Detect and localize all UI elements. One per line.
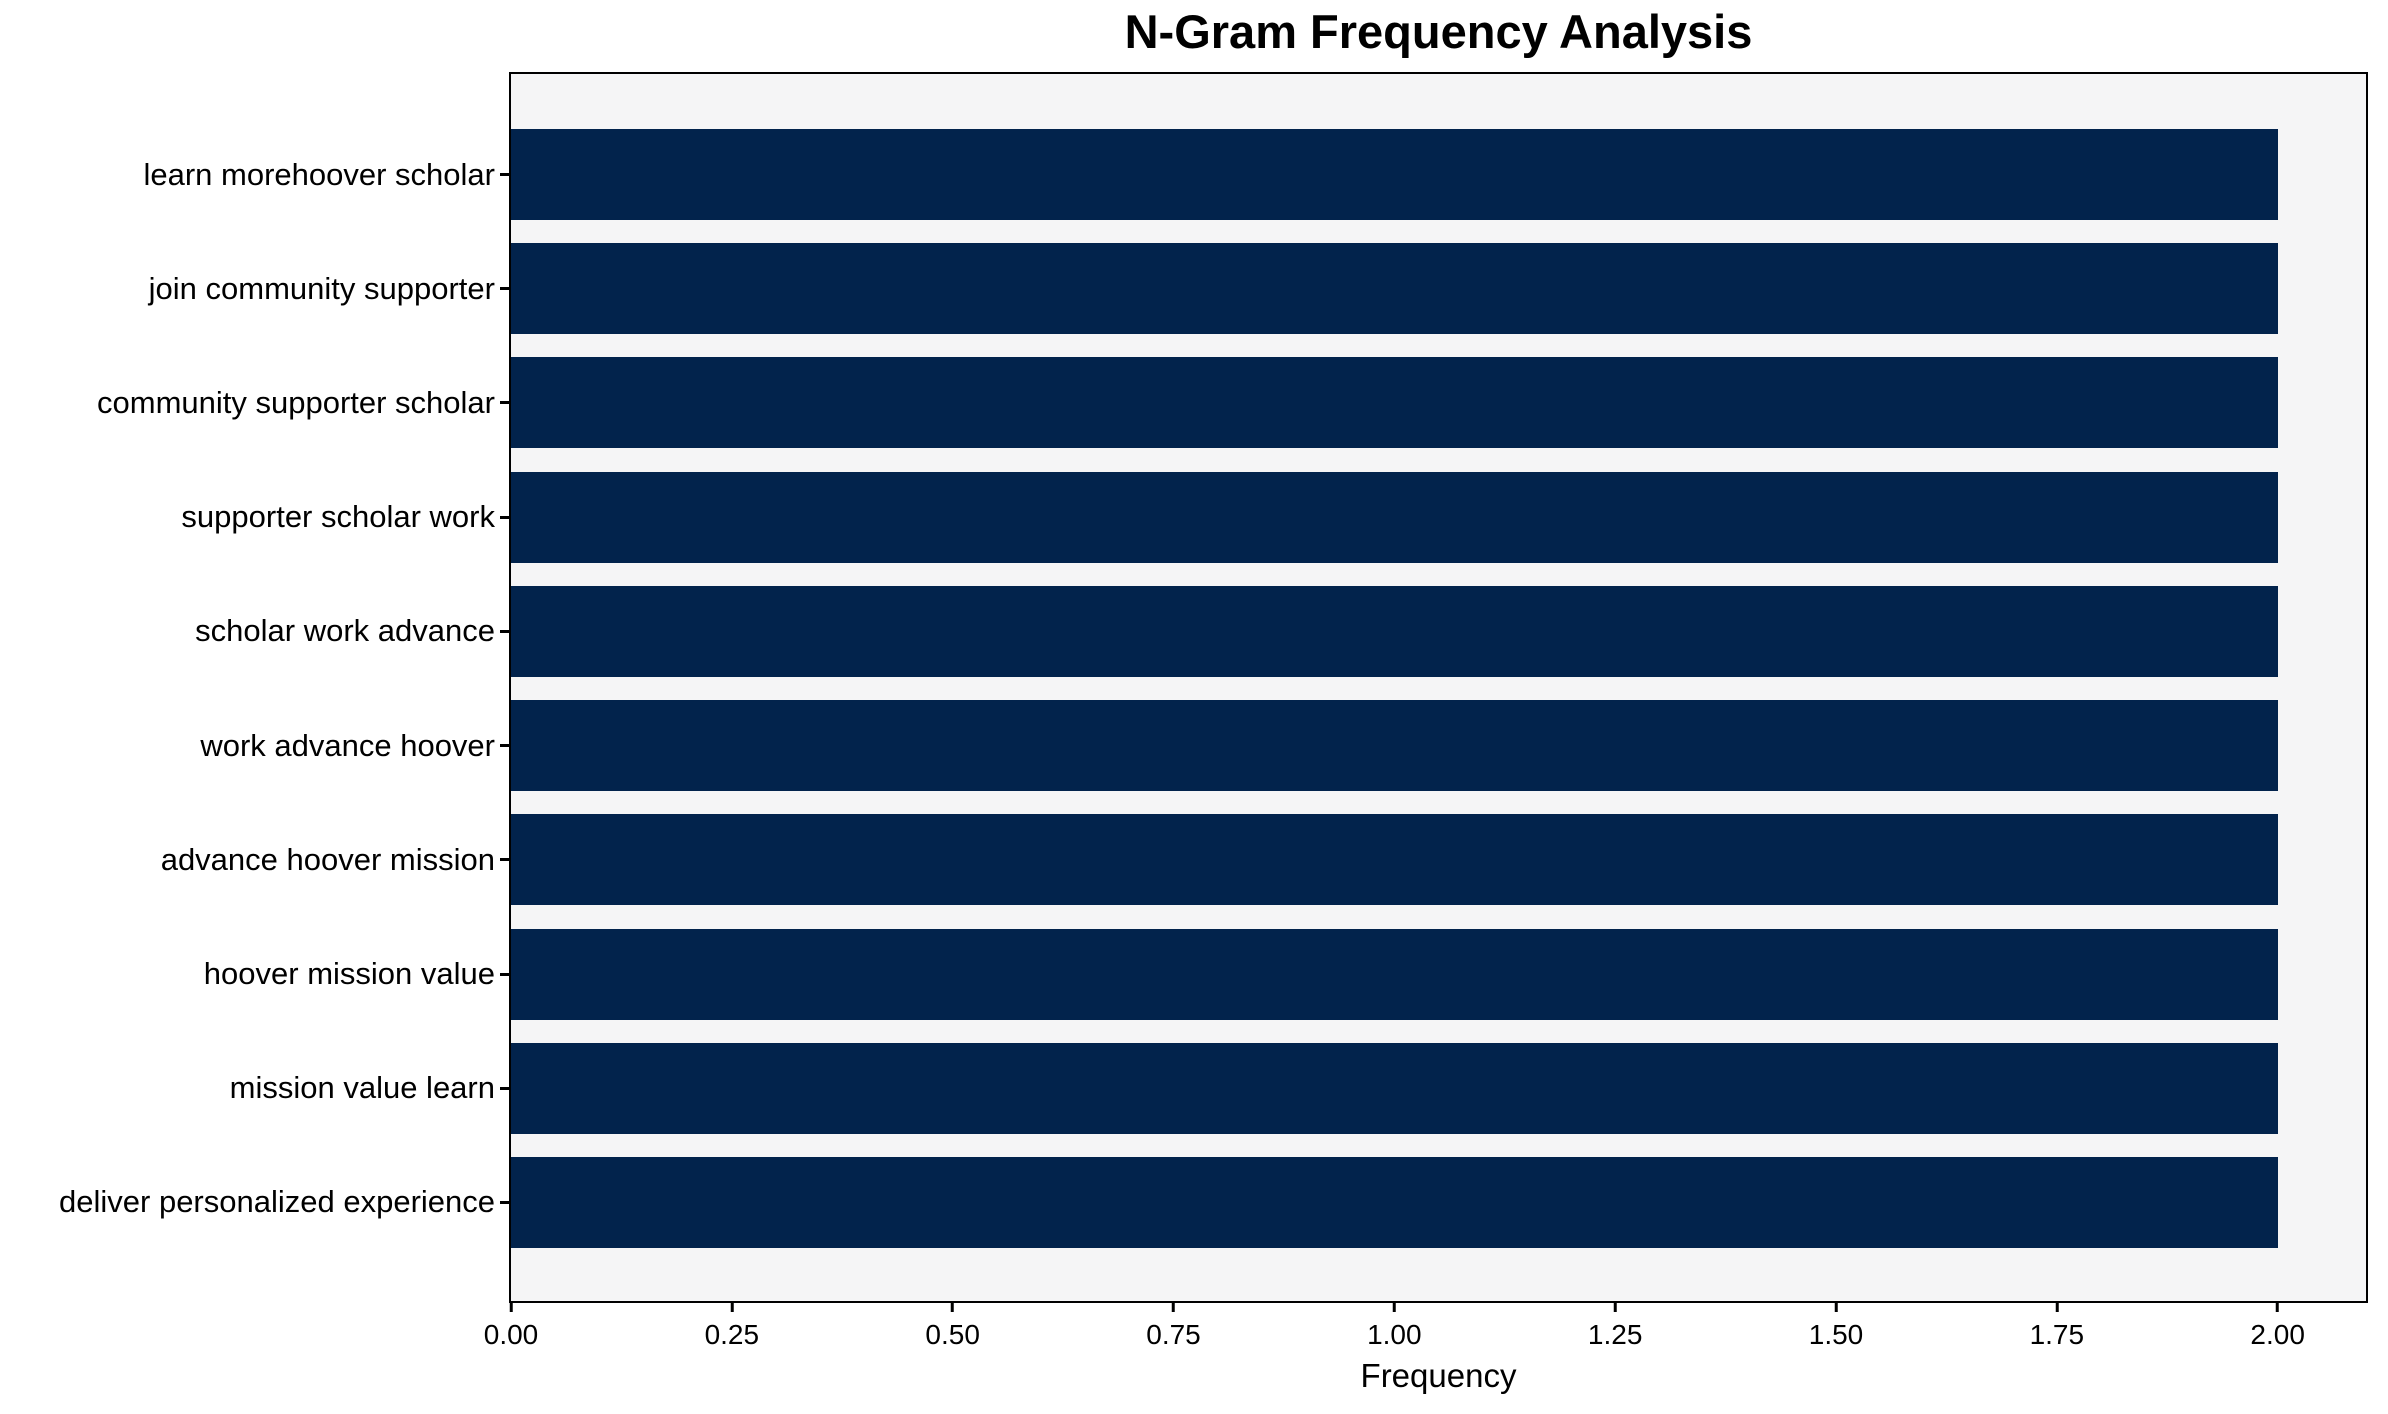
x-tick-label: 2.00 <box>2250 1319 2305 1350</box>
x-tick-mark <box>1392 1301 1396 1312</box>
x-tick-label: 0.00 <box>483 1319 539 1350</box>
x-tick-mark <box>2276 1301 2280 1312</box>
y-tick-mark <box>500 515 511 519</box>
x-tick: 0.25 <box>704 1301 760 1351</box>
x-tick-mark <box>1834 1301 1838 1312</box>
y-tick-mark <box>500 629 511 633</box>
x-tick: 1.75 <box>2029 1301 2085 1351</box>
x-axis-title: Frequency <box>1360 1357 1517 1394</box>
y-tick-label: supporter scholar work <box>181 499 495 535</box>
x-tick-label: 0.25 <box>704 1319 760 1350</box>
bar-row: supporter scholar work <box>181 471 2366 563</box>
bar-row: hoover mission value <box>204 928 2366 1020</box>
bar-row: scholar work advance <box>195 585 2366 677</box>
bar-row: mission value learn <box>230 1042 2366 1134</box>
bar-row: join community supporter <box>149 243 2366 335</box>
x-tick: 1.25 <box>1587 1301 1643 1351</box>
bar <box>511 585 2278 677</box>
x-tick: 1.50 <box>1808 1301 1864 1351</box>
x-tick-label: 0.50 <box>925 1319 980 1350</box>
y-tick-mark <box>500 858 511 862</box>
y-tick-label: mission value learn <box>229 1070 495 1106</box>
y-tick-mark <box>500 173 511 176</box>
y-tick-label: learn morehoover scholar <box>143 156 495 192</box>
bar <box>511 700 2278 792</box>
y-tick-label: community supporter scholar <box>97 384 495 420</box>
y-tick-label: work advance hoover <box>200 727 495 763</box>
bar-row: advance hoover mission <box>161 814 2366 906</box>
plot-area: learn morehoover scholar join community s… <box>59 72 2368 1394</box>
y-tick-mark <box>500 401 511 405</box>
x-tick-mark <box>951 1301 955 1312</box>
x-tick: 0.75 <box>1146 1301 1201 1351</box>
x-tick: 1.00 <box>1367 1301 1422 1351</box>
x-tick: 0.00 <box>483 1301 539 1351</box>
y-tick-label: advance hoover mission <box>160 841 495 877</box>
x-tick-mark <box>730 1301 734 1312</box>
bar <box>511 928 2278 1020</box>
y-tick-label: scholar work advance <box>195 613 495 649</box>
bar-row: deliver personalized experience <box>59 1156 2366 1248</box>
bar-row: learn morehoover scholar <box>143 129 2366 220</box>
x-tick-mark <box>509 1301 513 1312</box>
y-tick-mark <box>500 972 511 976</box>
y-tick-mark <box>500 744 511 748</box>
bar <box>511 357 2278 449</box>
x-tick-label: 1.25 <box>1587 1319 1643 1350</box>
x-tick-label: 1.00 <box>1367 1319 1422 1350</box>
bar-row: community supporter scholar <box>97 357 2366 449</box>
y-tick-mark <box>500 287 511 291</box>
y-tick-mark <box>500 1086 511 1090</box>
bar <box>511 1042 2278 1134</box>
y-tick-label: deliver personalized experience <box>59 1184 495 1220</box>
x-tick-label: 1.75 <box>2029 1319 2085 1350</box>
bar-series: learn morehoover scholar join community s… <box>59 74 2366 1301</box>
bar <box>511 814 2278 906</box>
x-tick-mark <box>1613 1301 1617 1312</box>
bar <box>511 129 2278 220</box>
bar <box>511 243 2278 335</box>
bar <box>511 471 2278 563</box>
x-tick-label: 0.75 <box>1146 1319 1201 1350</box>
x-tick-label: 1.50 <box>1808 1319 1864 1350</box>
y-tick-label: join community supporter <box>148 270 495 306</box>
chart-title: N-Gram Frequency Analysis <box>1124 5 1753 58</box>
bar <box>511 1156 2278 1248</box>
x-tick: 0.50 <box>925 1301 980 1351</box>
bar-row: work advance hoover <box>200 700 2366 792</box>
x-tick-mark <box>2055 1301 2059 1312</box>
x-tick: 2.00 <box>2250 1301 2305 1351</box>
x-tick-mark <box>1172 1301 1175 1312</box>
y-tick-label: hoover mission value <box>203 956 495 992</box>
y-tick-mark <box>500 1200 511 1204</box>
